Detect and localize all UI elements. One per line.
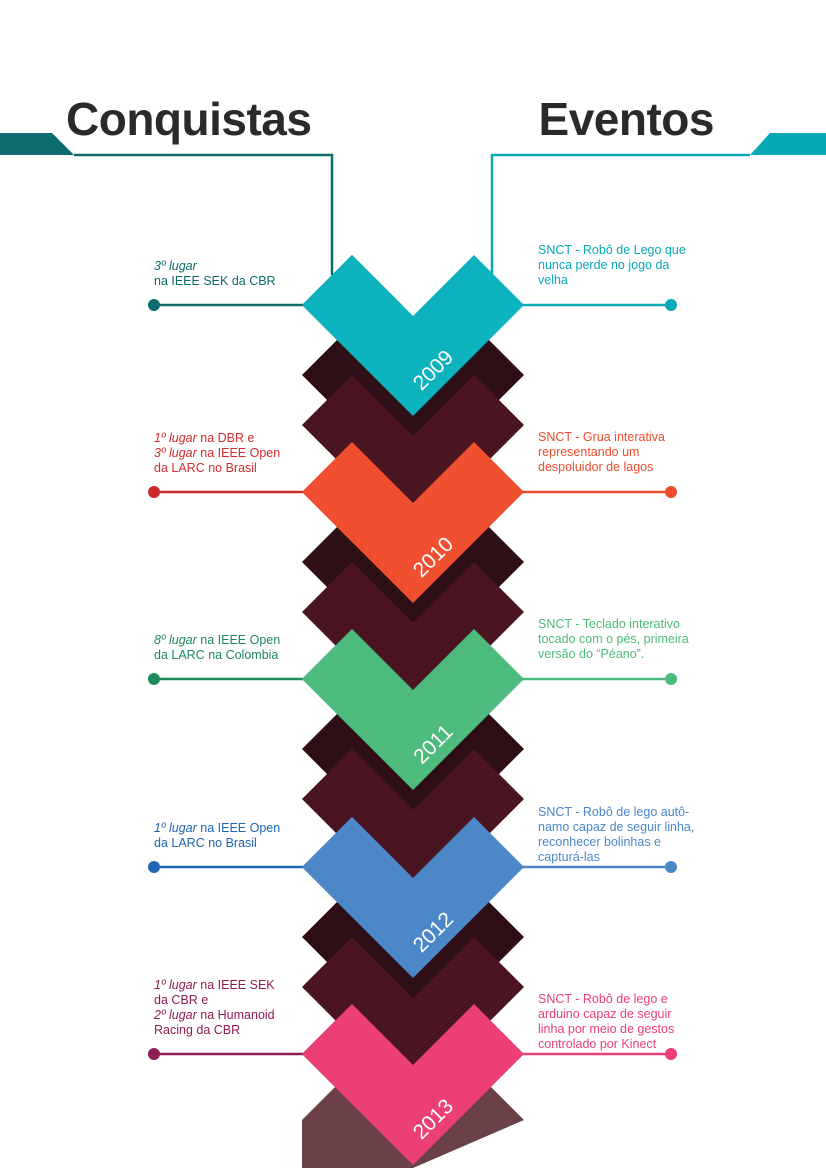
event-dot-2012	[665, 861, 677, 873]
chevron-2010	[302, 442, 524, 603]
dark-chevron-front	[302, 749, 524, 910]
event-2009: SNCT - Robô de Lego que nunca perde no jo…	[538, 243, 723, 288]
dark-chevron-front	[302, 562, 524, 723]
chevron-2012	[302, 817, 524, 978]
achievement-line: da LARC no Brasil	[154, 461, 324, 476]
achievement-line: 8º lugar na IEEE Open	[154, 633, 324, 648]
achievement-2012: 1º lugar na IEEE Open da LARC no Brasil	[154, 821, 324, 851]
achievement-line: 2º lugar na Humanoid	[154, 1008, 324, 1023]
chevron-2011	[302, 629, 524, 790]
placement: 2º lugar	[154, 1008, 197, 1022]
chevron-2009	[302, 255, 524, 416]
event-line: nunca perde no jogo da	[538, 258, 670, 272]
achievement-line: 1º lugar na DBR e	[154, 431, 324, 446]
dark-chevron-front	[302, 375, 524, 536]
event-2010: SNCT - Grua interativa representando um de…	[538, 430, 723, 475]
event-line: representando um	[538, 445, 640, 459]
achievement-2010: 1º lugar na DBR e 3º lugar na IEEE Open da…	[154, 431, 324, 476]
event-line: velha	[538, 273, 568, 287]
achievement-text: da LARC no Brasil	[154, 836, 257, 850]
achievement-text: na IEEE Open	[196, 446, 281, 460]
header-bar-left	[0, 133, 74, 155]
event-line: despoluidor de lagos	[538, 460, 654, 474]
placement: 3º lugar	[154, 259, 197, 273]
header-bar-right	[750, 133, 826, 155]
achievement-dot-2010	[148, 486, 160, 498]
achievement-line: da LARC na Colombia	[154, 648, 324, 663]
event-line: SNCT - Robô de Lego que	[538, 243, 686, 257]
placement: 3º lugar	[154, 446, 197, 460]
event-line: capturá-las	[538, 850, 600, 864]
event-line: tocado com o pés, primeira	[538, 632, 689, 646]
event-dot-2011	[665, 673, 677, 685]
event-line: linha por meio de gestos	[538, 1022, 675, 1036]
chevron-2013	[302, 1004, 524, 1165]
achievement-line: 3º lugar	[154, 259, 324, 274]
placement: 1º lugar	[154, 978, 197, 992]
achievement-line: da CBR e	[154, 993, 324, 1008]
placement: 8º lugar	[154, 633, 197, 647]
achievement-text: na IEEE Open	[196, 821, 281, 835]
achievement-2009: 3º lugar na IEEE SEK da CBR	[154, 259, 324, 289]
event-line: arduino capaz de seguir	[538, 1007, 672, 1021]
achievement-text: da LARC na Colombia	[154, 648, 279, 662]
achievement-text: na IEEE SEK	[196, 978, 275, 992]
achievement-text: na IEEE Open	[196, 633, 281, 647]
achievement-line: 1º lugar na IEEE SEK	[154, 978, 324, 993]
achievement-line: na IEEE SEK da CBR	[154, 274, 324, 289]
event-line: versão do “Péano”.	[538, 647, 645, 661]
achievement-text: na Humanoid	[196, 1008, 275, 1022]
event-line: SNCT - Grua interativa	[538, 430, 665, 444]
event-2012: SNCT - Robô de lego autô-namo capaz de s…	[538, 805, 723, 865]
placement: 1º lugar	[154, 821, 197, 835]
achievement-dot-2012	[148, 861, 160, 873]
connector-right	[490, 153, 750, 275]
achievement-text: na DBR e	[196, 431, 255, 445]
event-2011: SNCT - Teclado interativo tocado com o pé…	[538, 617, 723, 662]
event-line: namo capaz de seguir linha,	[538, 820, 695, 834]
achievement-line: Racing da CBR	[154, 1023, 324, 1038]
event-line: reconhecer bolinhas e	[538, 835, 661, 849]
achievement-dot-2011	[148, 673, 160, 685]
achievement-2011: 8º lugar na IEEE Open da LARC na Colombia	[154, 633, 324, 663]
achievement-text: da CBR e	[154, 993, 209, 1007]
achievement-line: 3º lugar na IEEE Open	[154, 446, 324, 461]
heading-eventos: Eventos	[538, 93, 715, 145]
dark-chevron-front	[302, 937, 524, 1098]
event-dot-2010	[665, 486, 677, 498]
connector-left	[74, 153, 334, 275]
achievement-line: da LARC no Brasil	[154, 836, 324, 851]
achievement-2013: 1º lugar na IEEE SEK da CBR e 2º lugar na …	[154, 978, 324, 1038]
placement: 1º lugar	[154, 431, 197, 445]
achievement-line: 1º lugar na IEEE Open	[154, 821, 324, 836]
achievement-text: da LARC no Brasil	[154, 461, 257, 475]
event-line: SNCT - Teclado interativo	[538, 617, 680, 631]
event-dot-2009	[665, 299, 677, 311]
achievement-text: Racing da CBR	[154, 1023, 241, 1037]
achievement-dot-2009	[148, 299, 160, 311]
heading-conquistas: Conquistas	[66, 93, 312, 145]
event-2013: SNCT - Robô de lego e arduino capaz de se…	[538, 992, 723, 1052]
event-line: controlado por Kinect	[538, 1037, 657, 1051]
event-line: SNCT - Robô de lego autô-	[538, 805, 690, 819]
event-line: SNCT - Robô de lego e	[538, 992, 668, 1006]
achievement-text: na IEEE SEK da CBR	[154, 274, 276, 288]
achievement-dot-2013	[148, 1048, 160, 1060]
event-dot-2013	[665, 1048, 677, 1060]
